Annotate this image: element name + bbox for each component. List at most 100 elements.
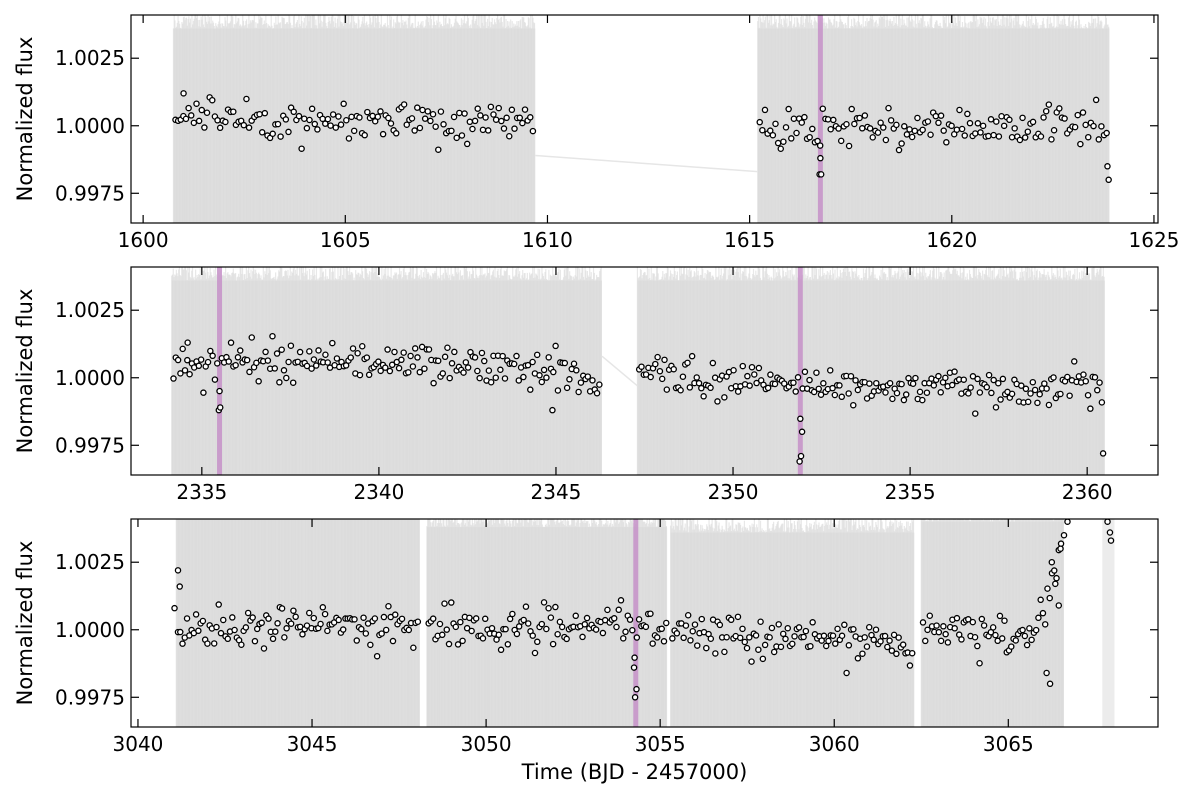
binned-point (899, 641, 907, 648)
binned-point (854, 655, 862, 662)
binned-point (887, 117, 895, 124)
binned-point (932, 112, 940, 120)
binned-point (937, 112, 945, 119)
binned-point (1034, 399, 1041, 407)
binned-point (911, 127, 919, 135)
binned-point (487, 103, 495, 111)
binned-point (886, 637, 893, 644)
binned-point (364, 108, 371, 116)
binned-point (660, 638, 668, 645)
binned-point (806, 133, 813, 141)
binned-point (700, 393, 707, 400)
binned-point (398, 615, 406, 623)
binned-point (1095, 136, 1103, 143)
binned-point (817, 171, 825, 178)
binned-point (935, 628, 943, 636)
binned-point (386, 367, 394, 375)
transit-marker (217, 267, 223, 475)
binned-point (242, 624, 250, 631)
binned-point (356, 114, 363, 121)
binned-point (391, 348, 398, 356)
binned-point (448, 127, 455, 135)
binned-point (216, 404, 224, 411)
binned-point (216, 387, 223, 395)
binned-point (626, 616, 634, 623)
binned-point (922, 637, 929, 645)
binned-point (382, 626, 390, 634)
binned-point (367, 641, 374, 649)
binned-point (554, 387, 562, 394)
gap-connector (535, 154, 758, 173)
binned-point (232, 361, 239, 369)
raw-flux-band (757, 15, 1110, 223)
binned-point (691, 621, 699, 628)
binned-point (1053, 574, 1060, 582)
binned-point (998, 113, 1005, 120)
binned-point (389, 637, 397, 645)
binned-point (1041, 621, 1049, 628)
binned-point (258, 129, 266, 136)
binned-point (570, 360, 578, 367)
binned-point (741, 638, 749, 646)
binned-point (209, 96, 216, 104)
binned-point (461, 110, 468, 117)
binned-point (951, 368, 958, 375)
binned-point (204, 358, 212, 366)
raw-flux-tail (1102, 519, 1115, 727)
binned-point (830, 116, 837, 124)
binned-point (661, 356, 668, 364)
binned-point (283, 625, 290, 632)
binned-point (524, 620, 532, 627)
binned-point (215, 601, 222, 608)
binned-point (990, 376, 997, 384)
binned-point (488, 624, 496, 632)
binned-point (744, 372, 751, 380)
binned-point (1060, 531, 1068, 539)
binned-point (1099, 450, 1107, 457)
binned-point (471, 354, 479, 361)
y-tick-label: 1.0000 (55, 618, 125, 642)
binned-point (684, 359, 691, 367)
binned-point (953, 126, 961, 133)
binned-point (510, 360, 518, 368)
binned-point (492, 116, 500, 123)
binned-point (460, 369, 467, 376)
x-tick-label: 1620 (926, 228, 977, 252)
binned-point (820, 632, 828, 640)
binned-point (549, 640, 557, 648)
binned-point (1051, 567, 1058, 574)
binned-point (227, 339, 235, 346)
binned-point (967, 384, 974, 391)
binned-point (829, 632, 837, 640)
binned-point (305, 609, 313, 617)
binned-point (679, 373, 687, 380)
x-tick-label: 3060 (809, 732, 860, 756)
binned-point (281, 634, 288, 641)
binned-point (721, 648, 728, 656)
binned-point (264, 357, 272, 364)
binned-point (327, 122, 334, 129)
binned-point (769, 131, 777, 139)
binned-point (1001, 617, 1008, 624)
binned-point (310, 614, 318, 622)
binned-point (371, 615, 379, 622)
binned-point (190, 119, 198, 127)
binned-point (723, 634, 730, 641)
binned-point (872, 626, 880, 633)
binned-point (843, 121, 850, 128)
binned-point (237, 347, 244, 354)
binned-point (312, 362, 320, 369)
binned-point (902, 391, 910, 398)
binned-point (474, 105, 481, 112)
binned-point (633, 634, 641, 641)
binned-point (509, 610, 516, 618)
y-tick-label: 1.0025 (55, 550, 125, 574)
binned-point (248, 334, 256, 341)
binned-point (895, 146, 903, 154)
binned-point (893, 389, 901, 397)
binned-point (363, 354, 371, 361)
binned-point (558, 623, 566, 631)
binned-point (880, 124, 887, 131)
binned-point (324, 359, 331, 366)
binned-point (770, 648, 778, 656)
